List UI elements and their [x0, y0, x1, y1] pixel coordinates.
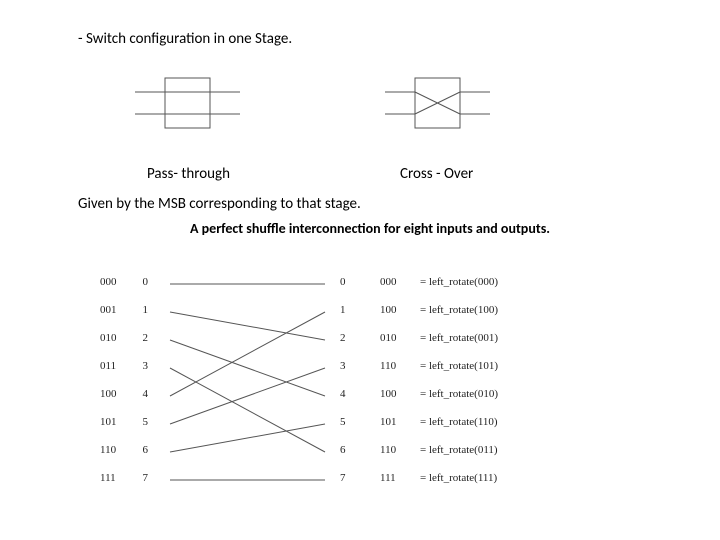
pass-through-label: Pass- through [147, 165, 230, 183]
rotate-0: = left_rotate(000) [420, 276, 498, 288]
left-num-6: 6 [108, 444, 148, 456]
right-bits-5: 101 [380, 416, 397, 428]
pass-through-diagram [120, 70, 260, 140]
right-num-0: 0 [340, 276, 346, 288]
heading: - Switch configuration in one Stage. [78, 30, 292, 48]
cross-over-label: Cross - Over [400, 165, 473, 183]
rotate-2: = left_rotate(001) [420, 332, 498, 344]
rotate-5: = left_rotate(110) [420, 416, 498, 428]
cross-over-diagram [370, 70, 510, 140]
shuffle-title: A perfect shuffle interconnection for ei… [90, 220, 650, 237]
right-num-2: 2 [340, 332, 346, 344]
left-num-5: 5 [108, 416, 148, 428]
left-num-3: 3 [108, 360, 148, 372]
left-num-0: 0 [108, 276, 148, 288]
right-num-5: 5 [340, 416, 346, 428]
rotate-3: = left_rotate(101) [420, 360, 498, 372]
right-num-1: 1 [340, 304, 346, 316]
left-num-7: 7 [108, 472, 148, 484]
right-num-3: 3 [340, 360, 346, 372]
rotate-7: = left_rotate(111) [420, 472, 497, 484]
left-num-1: 1 [108, 304, 148, 316]
given-line: Given by the MSB corresponding to that s… [78, 195, 361, 213]
right-bits-6: 110 [380, 444, 396, 456]
right-num-6: 6 [340, 444, 346, 456]
rotate-6: = left_rotate(011) [420, 444, 498, 456]
rotate-4: = left_rotate(010) [420, 388, 498, 400]
right-bits-7: 111 [380, 472, 396, 484]
right-bits-2: 010 [380, 332, 397, 344]
right-bits-1: 100 [380, 304, 397, 316]
right-num-7: 7 [340, 472, 346, 484]
shuffle-diagram: 00000000= left_rotate(000)00111100= left… [70, 270, 630, 520]
right-bits-3: 110 [380, 360, 396, 372]
left-num-4: 4 [108, 388, 148, 400]
right-bits-0: 000 [380, 276, 397, 288]
right-num-4: 4 [340, 388, 346, 400]
left-num-2: 2 [108, 332, 148, 344]
rotate-1: = left_rotate(100) [420, 304, 498, 316]
right-bits-4: 100 [380, 388, 397, 400]
